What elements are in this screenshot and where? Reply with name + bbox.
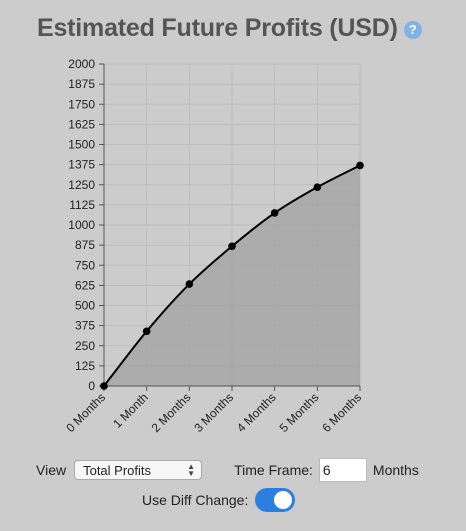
y-tick-label: 1625	[68, 117, 95, 131]
y-tick-label: 1375	[68, 158, 95, 172]
y-tick-label: 250	[75, 339, 95, 353]
data-point	[270, 209, 279, 217]
y-tick-label: 1875	[68, 77, 95, 91]
y-tick-label: 1125	[69, 198, 95, 212]
y-tick-label: 875	[75, 238, 95, 252]
x-tick-label: 6 Months	[319, 390, 364, 435]
x-tick-label: 3 Months	[191, 390, 236, 435]
data-point	[142, 327, 151, 336]
diff-toggle[interactable]	[255, 488, 296, 512]
page-title: Estimated Future Profits (USD)	[37, 14, 398, 42]
area-fill	[104, 165, 360, 386]
x-tick-label: 4 Months	[234, 390, 279, 435]
y-tick-label: 125	[75, 359, 95, 373]
view-label: View	[36, 462, 67, 478]
view-select[interactable]: Total Profits ▲ ▼	[74, 460, 203, 480]
y-tick-label: 1750	[68, 97, 95, 111]
timeframe-label: Time Frame:	[234, 462, 313, 478]
y-tick-label: 375	[75, 319, 95, 333]
x-tick-label: 1 Month	[110, 390, 151, 431]
y-tick-label: 625	[75, 278, 95, 292]
data-point	[228, 242, 236, 251]
y-tick-label: 1250	[68, 178, 95, 192]
x-tick-label: 0 Months	[63, 390, 108, 435]
select-arrows-icon: ▲ ▼	[187, 462, 196, 478]
data-point	[185, 280, 194, 288]
x-tick-label: 5 Months	[277, 390, 322, 435]
view-select-value: Total Profits	[83, 462, 152, 478]
timeframe-unit: Months	[372, 462, 419, 478]
diff-label: Use Diff Change:	[142, 492, 249, 508]
y-tick-label: 0	[88, 379, 95, 393]
timeframe-input[interactable]	[318, 458, 367, 482]
x-tick-label: 2 Months	[149, 390, 194, 435]
toggle-knob	[274, 491, 293, 509]
controls-row: View Total Profits ▲▼ Time Frame: Months	[36, 458, 419, 482]
data-point	[313, 183, 322, 191]
y-tick-label: 1500	[68, 138, 95, 152]
diff-row: Use Diff Change:	[142, 488, 296, 512]
data-point	[356, 161, 364, 170]
y-tick-label: 2000	[68, 57, 95, 71]
y-tick-label: 1000	[68, 218, 95, 232]
profits-chart: 0 125 250 375 500 625 750 875 1000 1125 1250 1375 15…	[63, 57, 364, 435]
title-row: Estimated Future Profits (USD) ?	[37, 14, 422, 43]
data-point	[100, 382, 108, 390]
y-tick-label: 750	[75, 258, 95, 272]
y-tick-label: 500	[75, 299, 95, 313]
question-circle-icon[interactable]: ?	[403, 20, 422, 39]
